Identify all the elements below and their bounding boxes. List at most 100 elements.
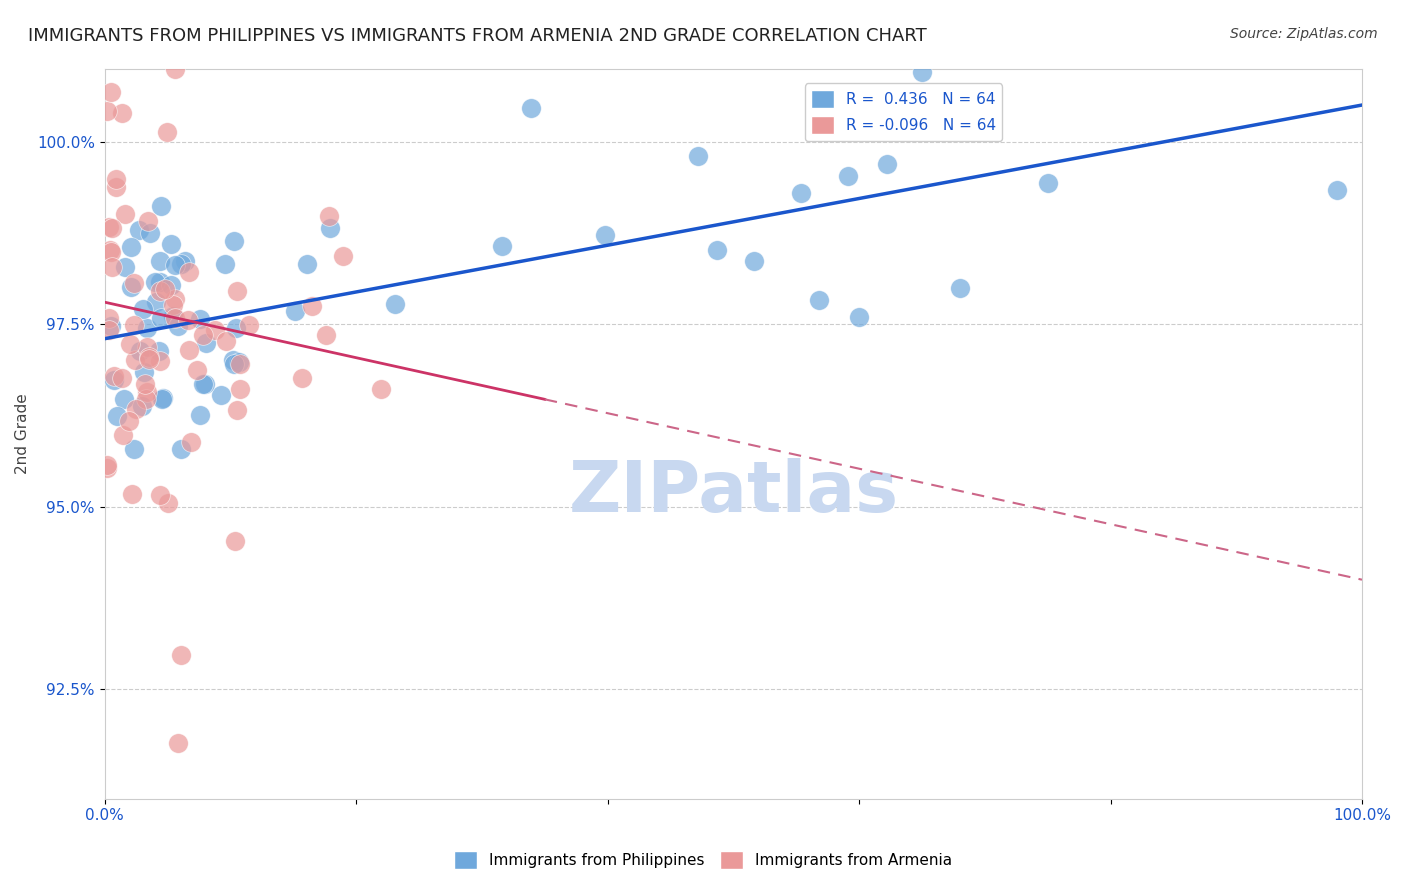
Point (97, 323, 120, 337)
Point (100, 85, 122, 99)
Point (96, 458, 118, 473)
Point (224, 357, 246, 371)
Point (222, 235, 245, 249)
Point (153, 282, 176, 296)
Point (150, 199, 173, 213)
Point (120, 279, 142, 293)
Point (1326, 183, 1348, 197)
Legend: Immigrants from Philippines, Immigrants from Armenia: Immigrants from Philippines, Immigrants … (447, 845, 959, 875)
Point (160, 277, 183, 292)
Point (163, 311, 186, 326)
Point (209, 387, 232, 401)
Point (167, 319, 190, 334)
Point (132, 365, 155, 379)
Text: ZIPatlas: ZIPatlas (568, 458, 898, 526)
Point (98, 244, 121, 258)
Point (134, 376, 156, 391)
Point (128, 223, 150, 237)
Point (125, 402, 148, 417)
Point (152, 391, 174, 405)
Point (319, 221, 342, 235)
Point (295, 256, 318, 270)
Point (135, 392, 157, 407)
Point (145, 294, 167, 309)
Point (876, 157, 898, 171)
Point (149, 275, 172, 289)
Point (165, 293, 187, 307)
Point (284, 303, 307, 318)
Y-axis label: 2nd Grade: 2nd Grade (15, 393, 30, 474)
Point (117, 414, 139, 428)
Point (159, 236, 181, 251)
Point (135, 340, 157, 354)
Point (174, 254, 197, 268)
Point (149, 310, 172, 325)
Point (100, 318, 122, 333)
Point (139, 227, 162, 241)
Point (194, 336, 217, 351)
Point (112, 392, 135, 407)
Point (149, 354, 172, 368)
Point (138, 350, 160, 364)
Point (214, 257, 236, 271)
Point (848, 310, 870, 324)
Point (162, 310, 184, 324)
Point (370, 382, 392, 396)
Point (157, 496, 180, 510)
Point (162, 298, 184, 312)
Point (384, 297, 406, 311)
Point (132, 302, 155, 317)
Point (120, 239, 142, 253)
Point (291, 371, 314, 385)
Text: Source: ZipAtlas.com: Source: ZipAtlas.com (1230, 27, 1378, 41)
Point (122, 318, 145, 333)
Point (166, 736, 188, 750)
Point (180, 434, 202, 449)
Point (170, 648, 193, 662)
Point (103, 373, 125, 387)
Point (215, 334, 238, 349)
Point (949, 281, 972, 295)
Point (1036, 176, 1059, 190)
Point (179, 343, 201, 357)
Point (98, 310, 121, 325)
Point (837, 169, 859, 183)
Point (229, 382, 252, 396)
Point (100, 260, 122, 274)
Point (124, 353, 146, 368)
Point (131, 399, 153, 413)
Point (101, 220, 124, 235)
Point (225, 321, 247, 335)
Text: IMMIGRANTS FROM PHILIPPINES VS IMMIGRANTS FROM ARMENIA 2ND GRADE CORRELATION CHA: IMMIGRANTS FROM PHILIPPINES VS IMMIGRANT… (28, 27, 927, 45)
Point (744, 253, 766, 268)
Point (238, 318, 260, 332)
Point (686, 149, 709, 163)
Point (188, 312, 211, 326)
Point (112, 427, 135, 442)
Point (128, 343, 150, 358)
Point (911, 65, 934, 79)
Point (136, 214, 159, 228)
Point (188, 408, 211, 422)
Point (138, 352, 160, 367)
Point (149, 284, 172, 298)
Point (103, 369, 125, 384)
Point (221, 353, 243, 368)
Point (193, 328, 215, 343)
Point (122, 442, 145, 456)
Point (790, 186, 813, 200)
Point (170, 257, 193, 271)
Point (122, 276, 145, 290)
Point (104, 180, 127, 194)
Point (228, 355, 250, 369)
Point (96, 103, 118, 118)
Point (136, 384, 159, 399)
Point (177, 265, 200, 279)
Point (114, 207, 136, 221)
Point (105, 172, 128, 186)
Point (807, 293, 830, 307)
Point (224, 534, 246, 549)
Point (194, 376, 217, 391)
Point (204, 323, 226, 337)
Point (143, 275, 166, 289)
